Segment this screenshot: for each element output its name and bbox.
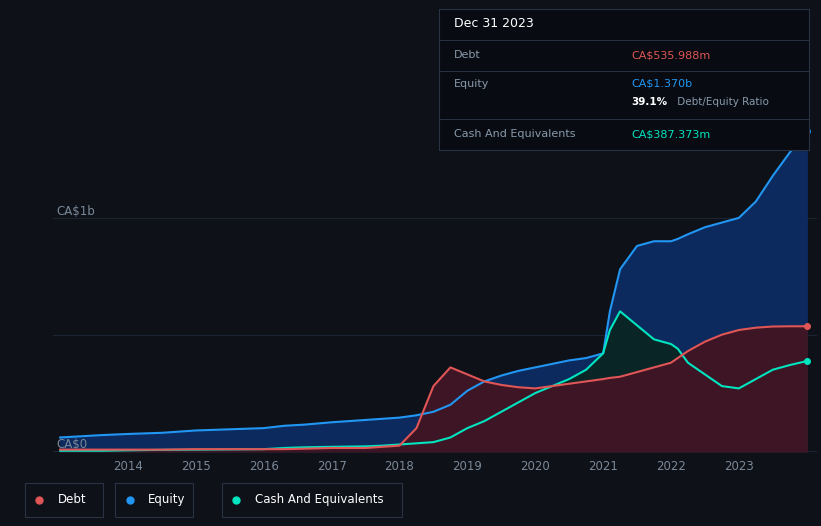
Text: CA$0: CA$0: [57, 439, 88, 451]
Text: Equity: Equity: [454, 79, 489, 89]
Text: Debt: Debt: [57, 493, 86, 506]
Text: CA$1b: CA$1b: [57, 205, 95, 218]
Text: Equity: Equity: [148, 493, 186, 506]
Text: Cash And Equivalents: Cash And Equivalents: [255, 493, 383, 506]
Text: Cash And Equivalents: Cash And Equivalents: [454, 129, 576, 139]
Text: CA$1.370b: CA$1.370b: [631, 79, 692, 89]
Text: Dec 31 2023: Dec 31 2023: [454, 16, 534, 29]
Text: Debt: Debt: [454, 50, 481, 60]
Text: Debt/Equity Ratio: Debt/Equity Ratio: [674, 97, 768, 107]
Text: CA$535.988m: CA$535.988m: [631, 50, 711, 60]
Text: CA$387.373m: CA$387.373m: [631, 129, 711, 139]
Text: 39.1%: 39.1%: [631, 97, 667, 107]
